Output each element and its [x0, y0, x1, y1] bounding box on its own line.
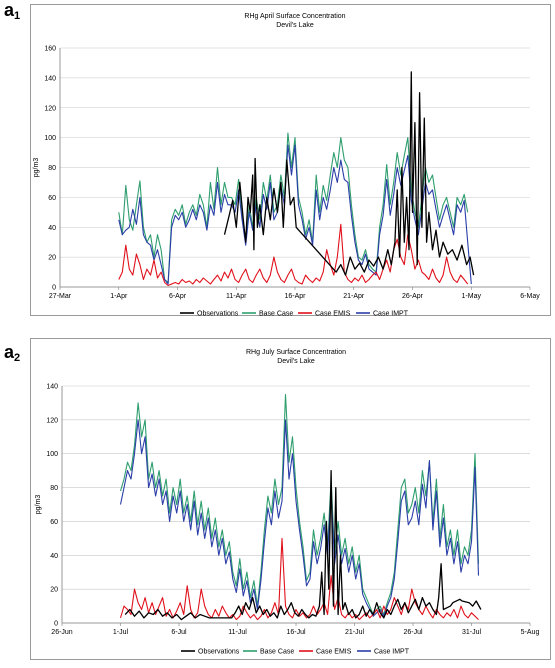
- july-chart-svg: RHg July Surface Concentration Devil's La…: [35, 349, 540, 656]
- chart-frame: [30, 338, 551, 660]
- x-tick-label: 6-May: [520, 293, 540, 300]
- chart-title: RHg April Surface Concentration: [244, 13, 345, 20]
- chart-panel-july: a2 RHg July Surface Concentration Devil's…: [0, 334, 555, 668]
- series-line-observations: [223, 71, 475, 276]
- april-chart-svg: RHg April Surface Concentration Devil's L…: [33, 13, 540, 318]
- legend-label: Case IMPT: [374, 649, 410, 656]
- chart-subtitle: Devil's Lake: [277, 358, 315, 365]
- y-tick-label: 100: [44, 135, 56, 142]
- y-tick-label: 60: [48, 195, 56, 202]
- legend-label: Case IMPT: [373, 311, 409, 318]
- y-tick-label: 0: [52, 285, 56, 292]
- y-tick-label: 0: [54, 621, 58, 628]
- x-tick-label: 31-Jul: [462, 629, 482, 636]
- x-tick-label: 11-Jul: [228, 629, 247, 636]
- x-tick-label: 16-Jul: [286, 629, 306, 636]
- panel-label: a2: [4, 342, 21, 364]
- chart-subtitle: Devil's Lake: [276, 22, 314, 29]
- y-tick-label: 60: [50, 519, 58, 526]
- chart-panel-april: a1 RHg April Surface Concentration Devil'…: [0, 0, 555, 320]
- x-tick-label: 16-Apr: [284, 293, 306, 300]
- y-tick-label: 120: [44, 105, 56, 112]
- legend-label: Observations: [197, 311, 239, 318]
- y-tick-label: 100: [46, 451, 58, 458]
- x-tick-label: 21-Jul: [345, 629, 365, 636]
- legend-label: Base Case: [259, 311, 293, 318]
- x-tick-label: 21-Apr: [343, 293, 365, 300]
- series-line-base-case: [119, 393, 480, 616]
- y-tick-label: 80: [50, 485, 58, 492]
- y-tick-label: 20: [48, 255, 56, 262]
- legend-label: Case EMIS: [315, 311, 351, 318]
- y-tick-label: 40: [50, 553, 58, 560]
- legend-label: Observations: [198, 649, 240, 656]
- y-axis-label: pg/m3: [33, 158, 40, 178]
- series-line-observations: [124, 469, 482, 621]
- x-tick-label: 1-Apr: [110, 293, 128, 300]
- y-tick-label: 140: [44, 75, 56, 82]
- x-tick-label: 26-Jun: [51, 629, 73, 636]
- x-tick-label: 27-Mar: [49, 293, 72, 300]
- x-tick-label: 26-Jul: [403, 629, 423, 636]
- panel-label: a1: [4, 0, 21, 22]
- y-tick-label: 20: [50, 587, 58, 594]
- x-tick-label: 5-Aug: [521, 629, 540, 636]
- chart-frame: [30, 4, 551, 316]
- legend-label: Base Case: [260, 649, 294, 656]
- x-tick-label: 1-Jul: [113, 629, 129, 636]
- y-axis-label: pg/m3: [35, 495, 42, 515]
- y-tick-label: 40: [48, 225, 56, 232]
- y-tick-label: 120: [46, 417, 58, 424]
- x-tick-label: 26-Apr: [402, 293, 424, 300]
- y-tick-label: 140: [46, 384, 58, 391]
- x-tick-label: 11-Apr: [226, 293, 247, 300]
- legend-label: Case EMIS: [316, 649, 352, 656]
- y-tick-label: 80: [48, 165, 56, 172]
- x-tick-label: 6-Jul: [171, 629, 187, 636]
- x-tick-label: 1-May: [462, 293, 482, 300]
- x-tick-label: 6-Apr: [169, 293, 187, 300]
- series-line-case-impt: [119, 419, 480, 617]
- y-tick-label: 160: [44, 46, 56, 53]
- series-line-case-emis: [119, 537, 479, 621]
- chart-title: RHg July Surface Concentration: [246, 349, 346, 356]
